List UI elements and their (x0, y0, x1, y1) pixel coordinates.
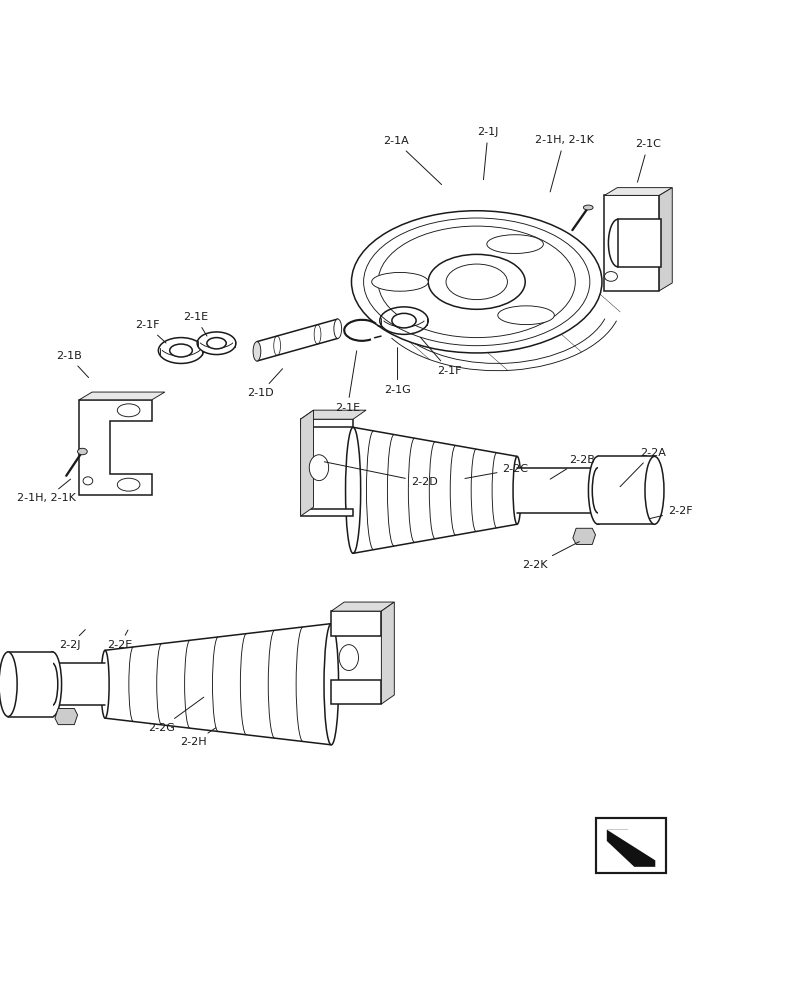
Ellipse shape (0, 652, 17, 717)
Polygon shape (607, 830, 655, 860)
Text: 2-2D: 2-2D (324, 462, 438, 487)
Ellipse shape (486, 235, 543, 253)
Bar (596, 818, 666, 873)
Polygon shape (301, 410, 314, 516)
Text: 2-1F: 2-1F (135, 320, 166, 343)
Ellipse shape (351, 211, 602, 353)
Ellipse shape (428, 254, 525, 309)
Ellipse shape (158, 338, 204, 363)
Text: 2-2C: 2-2C (465, 464, 528, 478)
Text: 2-1H, 2-1K: 2-1H, 2-1K (18, 479, 76, 503)
Ellipse shape (583, 205, 593, 210)
Text: 2-1G: 2-1G (384, 348, 411, 395)
Text: 2-2H: 2-2H (181, 728, 216, 747)
Polygon shape (79, 400, 152, 495)
Text: 2-2F: 2-2F (649, 506, 692, 519)
Text: 2-1B: 2-1B (56, 351, 89, 378)
Text: 2-1C: 2-1C (635, 139, 661, 182)
Ellipse shape (380, 307, 428, 334)
Polygon shape (8, 652, 53, 717)
Ellipse shape (604, 272, 617, 281)
Polygon shape (331, 611, 381, 636)
Polygon shape (604, 195, 659, 291)
Ellipse shape (78, 448, 87, 455)
Ellipse shape (498, 306, 554, 325)
Ellipse shape (588, 456, 608, 524)
Polygon shape (301, 410, 366, 419)
Text: 2-1E: 2-1E (183, 312, 208, 336)
Ellipse shape (339, 645, 359, 670)
Text: 2-1E: 2-1E (335, 351, 360, 413)
Polygon shape (331, 680, 381, 704)
Text: 2-1F: 2-1F (420, 337, 461, 376)
Ellipse shape (47, 663, 58, 705)
Polygon shape (301, 419, 353, 427)
Polygon shape (55, 708, 78, 725)
Polygon shape (79, 400, 152, 495)
Ellipse shape (592, 468, 604, 513)
Polygon shape (353, 427, 517, 553)
Ellipse shape (83, 477, 93, 485)
Text: 2-1J: 2-1J (478, 127, 499, 180)
Text: 2-2B: 2-2B (550, 455, 595, 479)
Text: 2-2G: 2-2G (148, 697, 204, 733)
Polygon shape (659, 188, 672, 291)
Ellipse shape (207, 338, 226, 349)
Ellipse shape (309, 455, 329, 481)
Polygon shape (604, 188, 672, 195)
Polygon shape (257, 319, 338, 361)
Text: 2-1D: 2-1D (247, 369, 283, 398)
Text: 2-1H, 2-1K: 2-1H, 2-1K (535, 135, 593, 192)
Ellipse shape (253, 342, 261, 361)
Polygon shape (598, 456, 654, 524)
Ellipse shape (117, 404, 140, 417)
Text: 2-1A: 2-1A (383, 136, 442, 185)
Polygon shape (604, 195, 659, 291)
Text: 2-2A: 2-2A (620, 448, 666, 487)
Polygon shape (301, 509, 353, 516)
Ellipse shape (117, 478, 140, 491)
Bar (596, 818, 666, 873)
Polygon shape (517, 468, 598, 513)
Ellipse shape (197, 332, 236, 355)
Ellipse shape (645, 456, 664, 524)
Polygon shape (607, 830, 655, 867)
Ellipse shape (334, 319, 342, 338)
Text: 2-2J: 2-2J (59, 630, 86, 650)
Ellipse shape (44, 652, 61, 717)
Polygon shape (331, 602, 394, 611)
Polygon shape (618, 219, 661, 267)
Ellipse shape (392, 313, 416, 328)
Polygon shape (573, 528, 595, 544)
Polygon shape (105, 624, 331, 745)
Text: 2-2E: 2-2E (107, 630, 133, 650)
Text: 2-2K: 2-2K (522, 542, 579, 570)
Polygon shape (53, 663, 105, 705)
Ellipse shape (170, 344, 192, 357)
Polygon shape (381, 602, 394, 704)
Ellipse shape (372, 272, 428, 291)
Polygon shape (79, 392, 165, 400)
